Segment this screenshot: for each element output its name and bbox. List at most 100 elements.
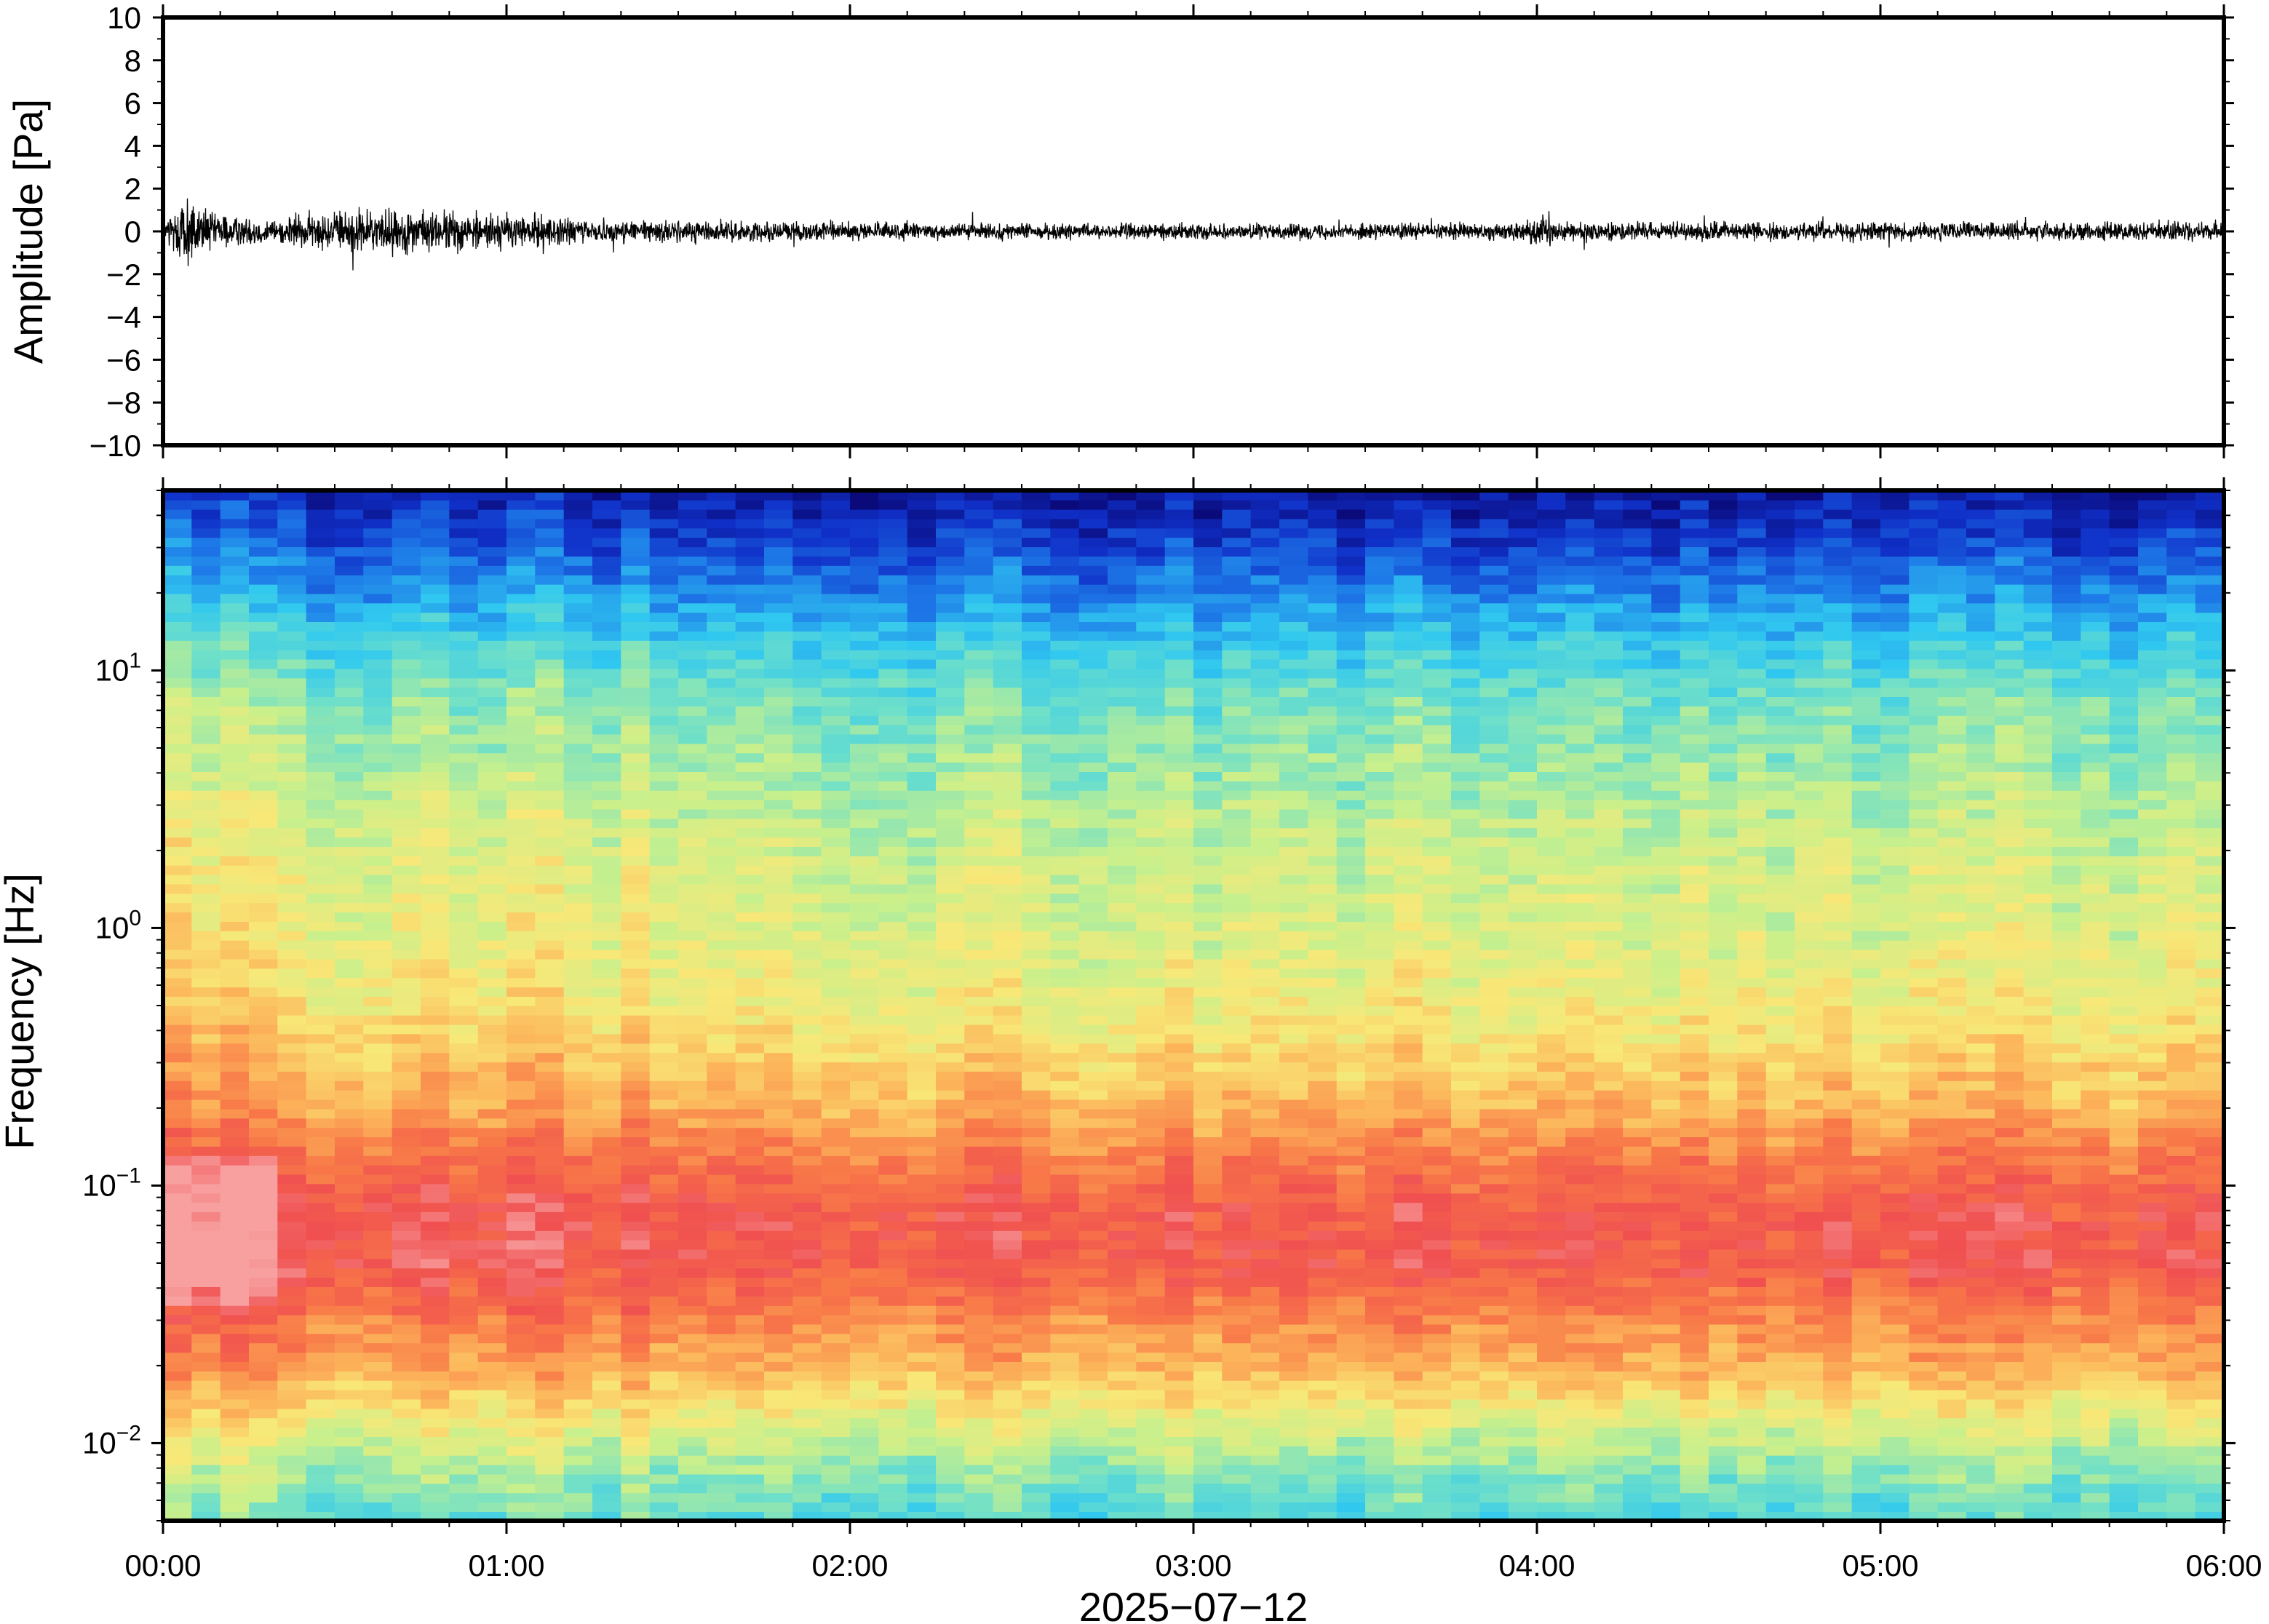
spectrogram-cell [764,968,794,979]
spectrogram-cell [249,1033,279,1044]
spectrogram-cell [764,565,794,576]
spectrogram-cell [477,499,507,510]
spectrogram-cell [1279,1398,1309,1409]
spectrogram-cell [678,556,708,566]
spectrogram-cell [306,1380,335,1390]
spectrogram-cell [649,556,679,566]
spectrogram-cell [449,1137,479,1147]
spectrogram-cell [1022,1502,1052,1512]
spectrogram-cell [1222,556,1252,566]
spectrogram-cell [1279,1221,1309,1231]
spectrogram-cell [678,1473,708,1484]
spectrogram-cell [1164,1211,1194,1222]
spectrogram-cell [850,1398,880,1409]
spectrogram-cell [1050,931,1080,941]
spectrogram-cell [993,912,1022,922]
spectrogram-cell [1078,1417,1108,1428]
spectrogram-cell [1136,1464,1166,1475]
spectrogram-cell [907,621,937,632]
spectrogram-cell [850,856,880,866]
spectrogram-cell [1022,658,1052,669]
spectrogram-cell [1308,1108,1338,1119]
spectrogram-cell [277,621,307,632]
spectrogram-cell [678,715,708,725]
spectrogram-cell [449,612,479,622]
spectrogram-cell [649,893,679,904]
spectrogram-cell [277,565,307,576]
spectrogram-cell [163,1454,193,1465]
spectrogram-cell [1164,912,1194,922]
spectrogram-cell [1078,696,1108,706]
spectrogram-cell [792,546,822,557]
spectrogram-cell [163,1089,193,1100]
spectrogram-cell [764,1033,794,1044]
spectrogram-cell [1222,1202,1252,1212]
spectrogram-cell [421,1398,450,1409]
spectrogram-cell [1394,902,1423,913]
spectrogram-cell [821,1511,851,1521]
spectrogram-cell [1108,1454,1137,1465]
spectrogram-cell [220,1137,250,1147]
spectrogram-cell [306,1286,335,1297]
spectrogram-cell [735,818,765,829]
spectrogram-cell [220,1324,250,1334]
spectrogram-cell [964,1211,994,1222]
spectrogram-cell [964,883,994,894]
spectrogram-cell [277,706,307,716]
spectrogram-cell [1365,677,1395,688]
spectrogram-cell [1050,715,1080,725]
spectrogram-cell [163,1258,193,1269]
spectrogram-cell [1136,837,1166,847]
spectrogram-cell [592,1324,622,1334]
spectrogram-cell [421,602,450,613]
spectrogram-cell [964,733,994,744]
spectrogram-cell [878,1286,908,1297]
spectrogram-cell [392,602,421,613]
spectrogram-cell [878,883,908,894]
spectrogram-cell [707,818,736,829]
spectrogram-cell [764,958,794,969]
spectrogram-cell [506,1211,536,1222]
spectrogram-cell [249,1052,279,1063]
spectrogram-cell [907,1454,937,1465]
spectrogram-cell [1108,1371,1137,1381]
spectrogram-cell [535,1006,565,1016]
spectrogram-cell [592,706,622,716]
spectrogram-cell [1078,668,1108,679]
spectrogram-cell [335,1258,365,1269]
spectrogram-cell [535,1155,565,1166]
spectrogram-cell [335,949,365,960]
spectrogram-cell [1336,640,1366,650]
spectrogram-cell [792,1071,822,1081]
spectrogram-cell [850,1473,880,1484]
spectrogram-cell [1365,1146,1395,1156]
spectrogram-cell [421,1164,450,1175]
spectrogram-cell [1108,762,1137,772]
spectrogram-cell [964,1033,994,1044]
spectrogram-cell [535,733,565,744]
spectrogram-cell [592,874,622,885]
spectrogram-cell [392,818,421,829]
spectrogram-cell [363,556,393,566]
spectrogram-cell [506,499,536,510]
spectrogram-cell [1164,1006,1194,1016]
spectrogram-cell [821,1193,851,1203]
spectrogram-cell [964,724,994,735]
spectrogram-cell [1193,1454,1223,1465]
spectrogram-cell [1136,1099,1166,1110]
spectrogram-cell [1308,518,1338,529]
spectrogram-cell [993,1211,1022,1222]
spectrogram-cell [335,1211,365,1222]
spectrogram-cell [735,724,765,735]
spectrogram-cell [707,1024,736,1035]
spectrogram-cell [1108,1071,1137,1081]
spectrogram-cell [678,789,708,800]
spectrogram-cell [1250,1398,1280,1409]
spectrogram-cell [191,1146,221,1156]
spectrogram-cell [993,509,1022,520]
spectrogram-cell [764,1436,794,1446]
spectrogram-cell [678,574,708,585]
spectrogram-cell [220,1408,250,1419]
spectrogram-cell [449,1108,479,1119]
spectrogram-cell [707,1446,736,1456]
